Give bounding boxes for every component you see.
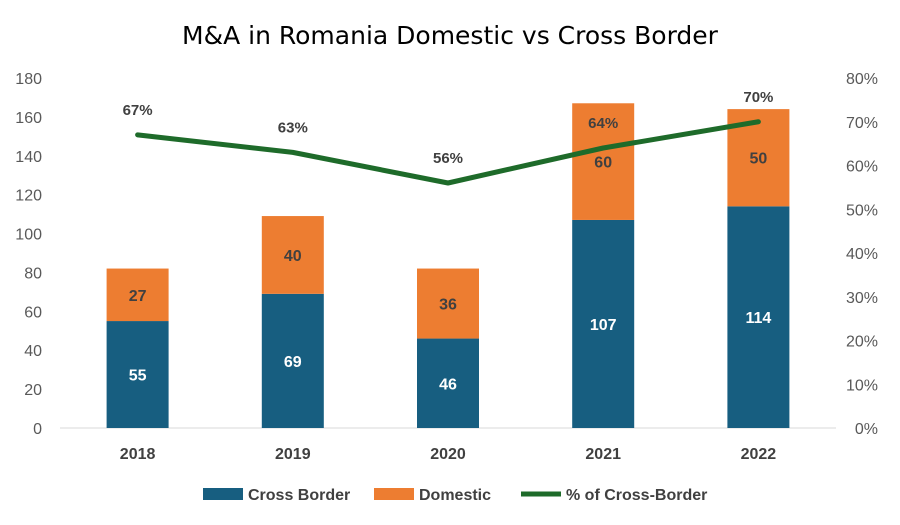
y-axis-left: 0 20 40 60 80 100 120 140 160 180 xyxy=(15,71,42,438)
pct-data-label: 64% xyxy=(588,115,618,132)
bar-label-domestic: 50 xyxy=(750,151,768,168)
y-right-tick-label: 20% xyxy=(846,334,878,351)
bar-label-domestic: 60 xyxy=(594,155,612,172)
pct-data-label: 67% xyxy=(123,102,153,119)
bar-label-cross-border: 46 xyxy=(439,376,457,393)
legend-label-cross-border: Cross Border xyxy=(248,487,350,504)
pct-data-label: 70% xyxy=(743,89,773,106)
bar-label-domestic: 36 xyxy=(439,297,457,314)
x-tick-label: 2022 xyxy=(741,446,777,463)
bar-label-cross-border: 107 xyxy=(590,317,617,334)
bar-label-domestic: 40 xyxy=(284,248,302,265)
legend: Cross Border Domestic % of Cross-Border xyxy=(203,487,707,504)
y-right-tick-label: 0% xyxy=(855,421,878,438)
y-right-tick-label: 40% xyxy=(846,246,878,263)
legend-label-domestic: Domestic xyxy=(419,487,491,504)
bar-domestic xyxy=(572,103,635,220)
y-left-tick-label: 100 xyxy=(15,227,42,244)
bar-cross-border xyxy=(106,321,169,428)
chart-title: M&A in Romania Domestic vs Cross Border xyxy=(182,21,719,50)
bars-layer: 55 27 69 40 46 36 107 60 114 50 xyxy=(106,103,790,428)
y-left-tick-label: 140 xyxy=(15,149,42,166)
pct-data-label: 63% xyxy=(278,119,308,136)
y-left-tick-label: 80 xyxy=(24,265,42,282)
bar-domestic xyxy=(261,216,324,294)
y-left-tick-label: 120 xyxy=(15,188,42,205)
x-tick-label: 2020 xyxy=(430,446,466,463)
line-layer: 67% 63% 56% 64% 70% xyxy=(123,89,773,186)
y-left-tick-label: 160 xyxy=(15,110,42,127)
y-left-tick-label: 180 xyxy=(15,71,42,88)
y-right-tick-label: 50% xyxy=(846,202,878,219)
y-left-tick-label: 20 xyxy=(24,382,42,399)
bar-cross-border xyxy=(572,219,635,428)
y-right-tick-label: 60% xyxy=(846,159,878,176)
bar-label-cross-border: 55 xyxy=(129,368,147,385)
x-tick-label: 2018 xyxy=(120,446,156,463)
bar-label-cross-border: 114 xyxy=(745,310,771,327)
y-right-tick-label: 80% xyxy=(846,71,878,88)
y-left-tick-label: 60 xyxy=(24,304,42,321)
legend-swatch-domestic xyxy=(374,488,414,500)
bar-cross-border xyxy=(261,293,324,428)
bar-label-domestic: 27 xyxy=(129,288,147,305)
x-tick-label: 2021 xyxy=(585,446,621,463)
y-right-tick-label: 30% xyxy=(846,290,878,307)
y-right-tick-label: 10% xyxy=(846,377,878,394)
x-axis: 2018 2019 2020 2021 2022 xyxy=(120,446,776,463)
x-tick-label: 2019 xyxy=(275,446,311,463)
bar-cross-border xyxy=(727,206,790,428)
bar-cross-border xyxy=(417,338,479,428)
bar-domestic xyxy=(417,268,479,339)
bar-label-cross-border: 69 xyxy=(284,354,302,371)
bar-domestic xyxy=(106,268,169,322)
legend-swatch-cross-border xyxy=(203,488,243,500)
pct-data-label: 56% xyxy=(433,150,463,167)
pct-line xyxy=(135,119,761,186)
y-left-tick-label: 0 xyxy=(33,421,42,438)
y-left-tick-label: 40 xyxy=(24,343,42,360)
y-axis-right: 0% 10% 20% 30% 40% 50% 60% 70% 80% xyxy=(846,71,878,438)
legend-label-pct: % of Cross-Border xyxy=(566,487,707,504)
y-right-tick-label: 70% xyxy=(846,115,878,132)
